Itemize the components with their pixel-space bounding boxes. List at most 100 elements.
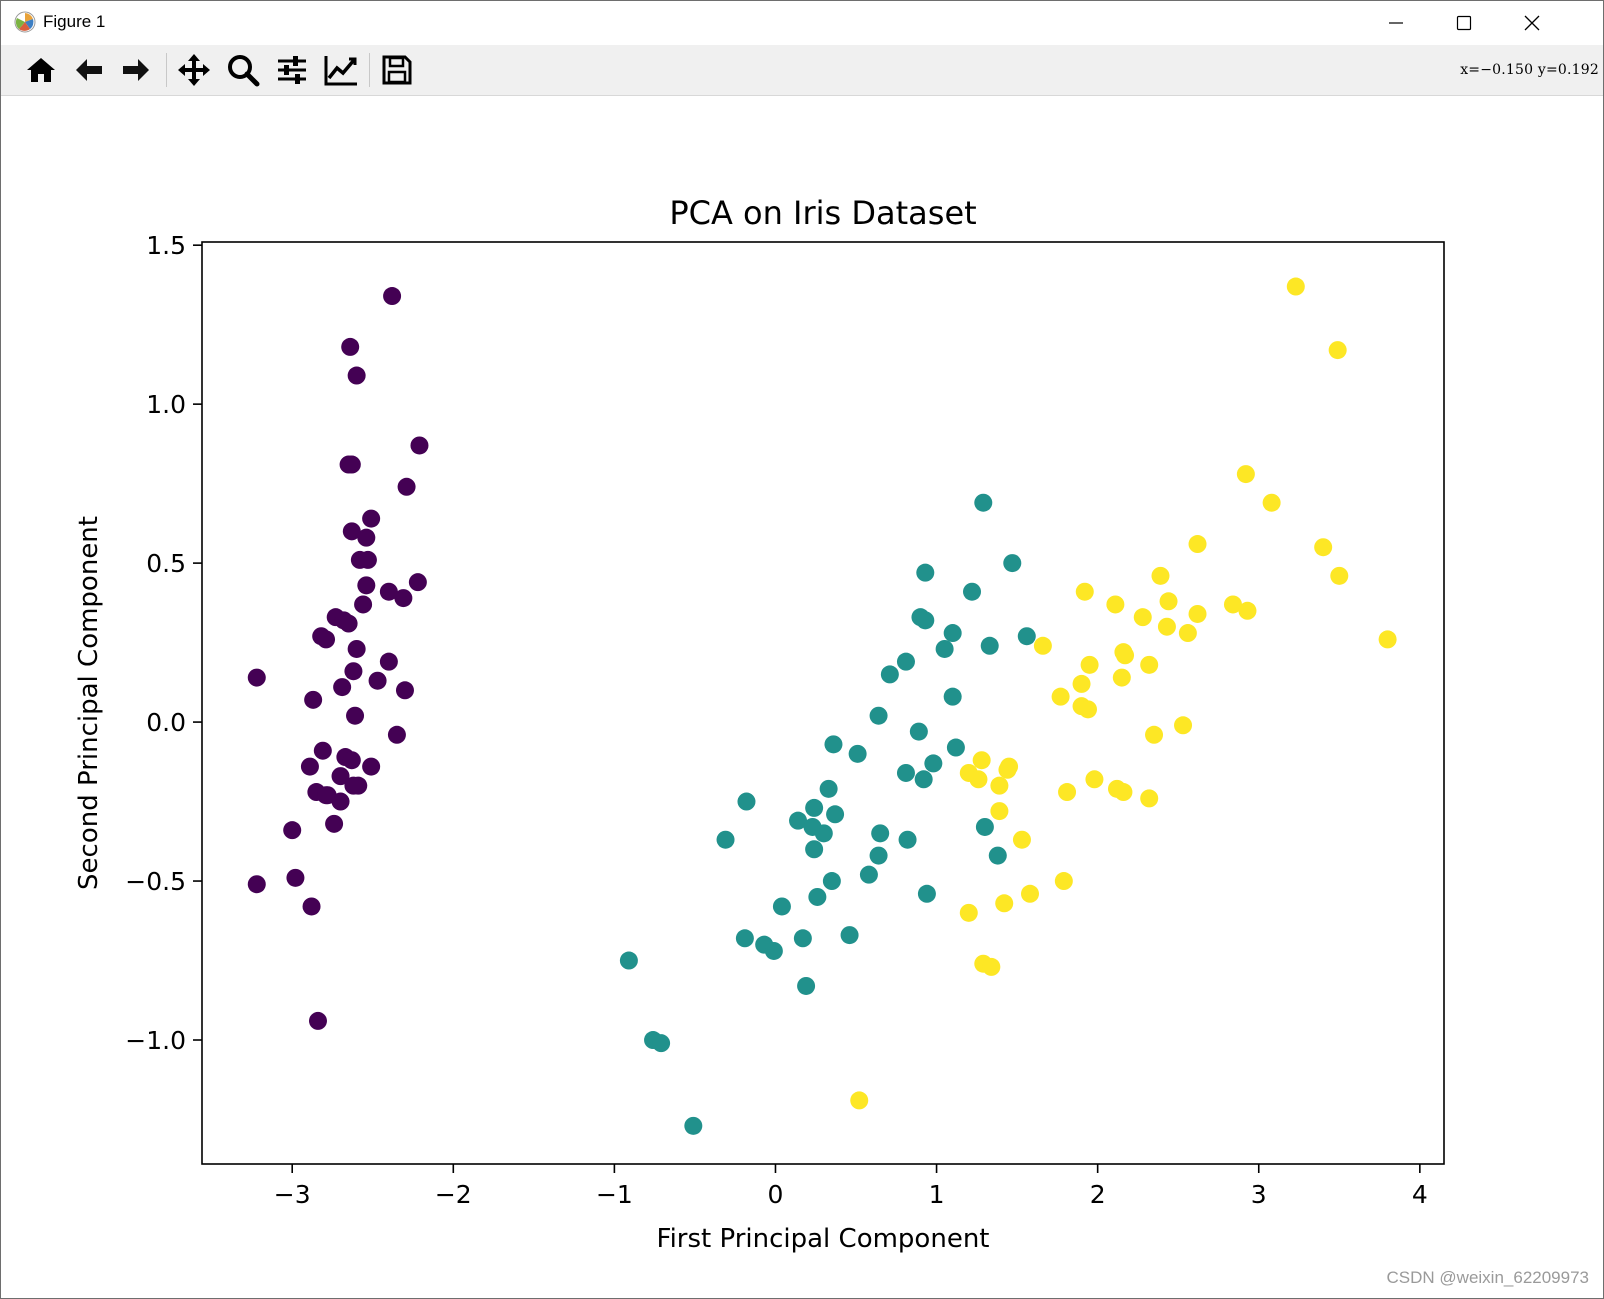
- x-tick-label: 2: [1090, 1180, 1106, 1209]
- home-icon: [27, 58, 55, 82]
- data-point-class_2: [1075, 582, 1094, 601]
- data-point-class_1: [808, 887, 827, 906]
- data-point-class_0: [410, 436, 429, 455]
- navigation-toolbar: x=−0.150 y=0.192: [1, 45, 1603, 96]
- data-point-class_2: [1033, 636, 1052, 655]
- data-point-class_0: [394, 589, 413, 608]
- series-class_2: [850, 277, 1397, 1110]
- data-point-class_1: [898, 830, 917, 849]
- data-point-class_0: [342, 751, 361, 770]
- data-point-class_0: [313, 741, 332, 760]
- data-point-class_1: [819, 779, 838, 798]
- y-tick-label: 1.5: [146, 231, 186, 260]
- data-point-class_0: [317, 630, 336, 649]
- data-point-class_2: [1314, 538, 1333, 557]
- x-axis-label: First Principal Component: [657, 1224, 990, 1254]
- data-point-class_1: [946, 738, 965, 757]
- data-point-class_0: [349, 776, 368, 795]
- data-point-class_1: [797, 976, 816, 995]
- data-point-class_1: [896, 763, 915, 782]
- toolbar-separator: [166, 53, 167, 87]
- data-point-class_1: [764, 941, 783, 960]
- data-point-class_1: [909, 722, 928, 741]
- edit-axis-button[interactable]: [321, 51, 361, 89]
- configure-subplots-button[interactable]: [272, 51, 312, 89]
- data-point-class_2: [1051, 687, 1070, 706]
- data-point-class_2: [1114, 643, 1133, 662]
- data-point-class_2: [972, 751, 991, 770]
- data-point-class_2: [990, 776, 1009, 795]
- home-button[interactable]: [21, 51, 61, 89]
- data-point-class_0: [308, 1011, 327, 1030]
- maximize-button[interactable]: [1429, 1, 1499, 45]
- data-point-class_0: [247, 875, 266, 894]
- data-point-class_0: [341, 337, 360, 356]
- data-point-class_2: [1085, 770, 1104, 789]
- data-point-class_2: [1106, 595, 1125, 614]
- forward-icon: [123, 59, 149, 81]
- forward-button[interactable]: [116, 51, 156, 89]
- y-tick-label: 0.5: [146, 549, 186, 578]
- data-point-class_1: [859, 865, 878, 884]
- scatter-chart: −3 −2 −1 0 1 2 3 4 −1.0 −0.5 0.0 0.5 1.0 1.5 PCA on I…: [74, 194, 1445, 1254]
- data-point-class_0: [347, 639, 366, 658]
- data-point-class_2: [1080, 655, 1099, 674]
- configure-subplots-icon: [278, 56, 306, 84]
- x-tick-label: −3: [274, 1180, 311, 1209]
- toolbar-separator: [369, 53, 370, 87]
- data-point-class_1: [789, 811, 808, 830]
- close-button[interactable]: [1497, 1, 1567, 45]
- data-point-class_0: [395, 681, 414, 700]
- data-point-class_1: [793, 929, 812, 948]
- x-tick-label: 1: [929, 1180, 945, 1209]
- x-tick-label: −2: [435, 1180, 472, 1209]
- data-point-class_0: [342, 455, 361, 474]
- data-point-class_2: [1114, 783, 1133, 802]
- data-point-class_1: [916, 563, 935, 582]
- data-point-class_0: [358, 550, 377, 569]
- data-point-class_0: [362, 757, 381, 776]
- minimize-button[interactable]: [1361, 1, 1431, 45]
- data-point-class_1: [805, 798, 824, 817]
- zoom-button[interactable]: [223, 51, 263, 89]
- data-point-class_1: [805, 840, 824, 859]
- data-point-class_2: [1328, 341, 1347, 360]
- data-point-class_1: [840, 926, 859, 945]
- data-point-class_2: [959, 903, 978, 922]
- data-point-class_1: [735, 929, 754, 948]
- data-point-class_0: [357, 576, 376, 595]
- x-tick-label: 0: [768, 1180, 784, 1209]
- x-tick-label: 4: [1412, 1180, 1428, 1209]
- data-point-class_1: [943, 687, 962, 706]
- data-point-class_1: [822, 872, 841, 891]
- data-point-class_0: [283, 821, 302, 840]
- x-tick-label: 3: [1251, 1180, 1267, 1209]
- data-point-class_2: [1223, 595, 1242, 614]
- data-point-class_0: [387, 725, 406, 744]
- data-point-class_2: [850, 1091, 869, 1110]
- data-point-class_0: [304, 690, 323, 709]
- data-point-class_1: [826, 805, 845, 824]
- data-point-class_2: [1112, 668, 1131, 687]
- pan-button[interactable]: [174, 51, 214, 89]
- data-point-class_0: [397, 477, 416, 496]
- data-point-class_2: [969, 770, 988, 789]
- data-point-class_1: [917, 884, 936, 903]
- y-tick-label: 0.0: [146, 708, 186, 737]
- figure-canvas[interactable]: −3 −2 −1 0 1 2 3 4 −1.0 −0.5 0.0 0.5 1.0 1.5 PCA on I…: [1, 96, 1603, 1298]
- data-point-class_1: [824, 735, 843, 754]
- data-point-class_2: [995, 894, 1014, 913]
- matplotlib-app-icon: [14, 11, 36, 33]
- data-point-class_2: [1188, 535, 1207, 554]
- data-point-class_2: [1145, 725, 1164, 744]
- data-point-class_2: [1078, 700, 1097, 719]
- axes-frame: [201, 241, 1445, 1165]
- data-point-class_1: [737, 792, 756, 811]
- data-point-class_2: [1330, 566, 1349, 585]
- data-point-class_2: [1174, 716, 1193, 735]
- data-point-class_2: [1072, 674, 1091, 693]
- save-button[interactable]: [377, 51, 417, 89]
- back-button[interactable]: [69, 51, 109, 89]
- data-point-class_1: [924, 754, 943, 773]
